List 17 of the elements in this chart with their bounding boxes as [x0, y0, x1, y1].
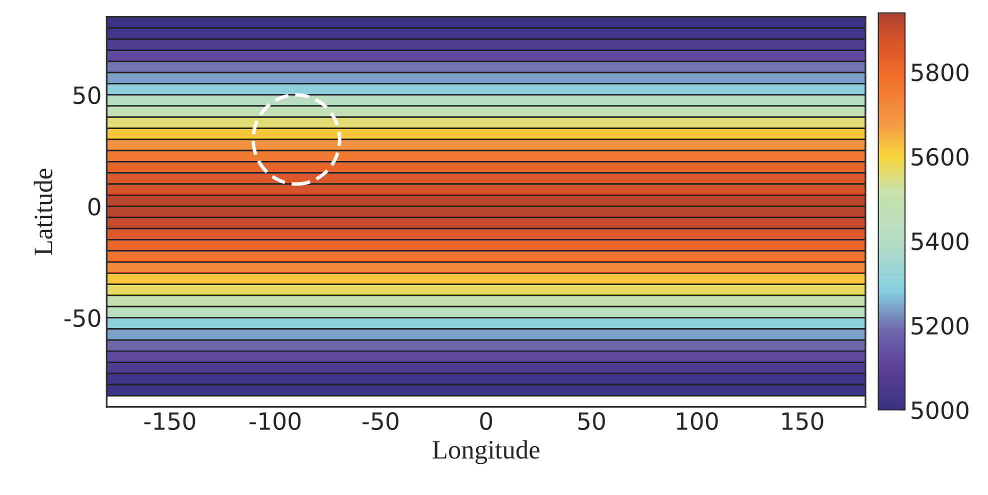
x-tick-label: -50 — [362, 412, 398, 430]
x-tick-label: 100 — [676, 412, 718, 430]
x-tick-label: -150 — [144, 412, 196, 430]
color-bar-label: 5600 — [912, 148, 968, 166]
x-axis-title: Longitude — [432, 440, 540, 464]
y-tick-label: -50 — [64, 309, 100, 328]
x-tick-label: 0 — [480, 412, 492, 430]
color-bar-label: 5800 — [912, 63, 968, 82]
color-bar-label: 5200 — [912, 316, 968, 335]
color-bar-label: 5000 — [912, 401, 968, 420]
x-tick-label: 150 — [782, 412, 824, 430]
x-tick-label: 50 — [578, 412, 605, 430]
color-bar-label: 5400 — [912, 232, 968, 250]
x-tick-label: -100 — [250, 412, 301, 430]
y-tick-label: 0 — [88, 198, 100, 216]
y-axis-title: Latitude — [34, 168, 52, 256]
y-tick-label: 50 — [74, 86, 100, 104]
